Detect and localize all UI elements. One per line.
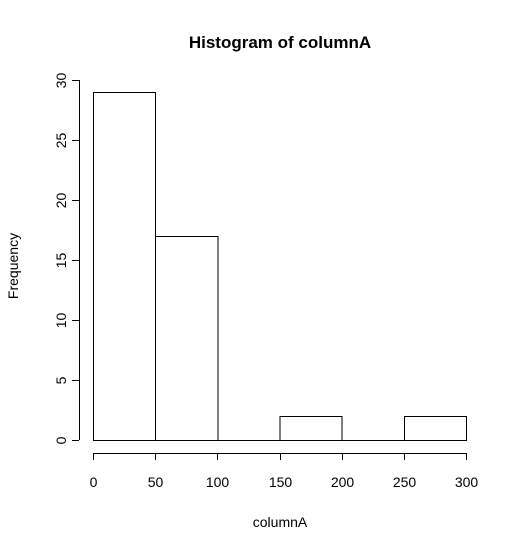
y-axis: 0 5 10 15 20 25 30 <box>53 73 80 444</box>
y-tick-label-4: 20 <box>53 193 69 209</box>
bar-5 <box>403 416 468 441</box>
y-tick-label-2: 10 <box>53 313 69 329</box>
y-tick-label-3: 15 <box>53 253 69 269</box>
bar-1 <box>155 236 219 441</box>
x-axis-label: columnA <box>253 514 308 530</box>
x-tick-label-0: 0 <box>90 474 98 490</box>
x-tick-label-4: 200 <box>331 474 355 490</box>
x-tick-label-6: 300 <box>455 474 479 490</box>
x-tick-label-2: 100 <box>206 474 230 490</box>
bars-group <box>93 92 468 441</box>
y-axis-label: Frequency <box>5 233 21 299</box>
x-tick-label-1: 50 <box>148 474 164 490</box>
bar-3 <box>279 416 343 441</box>
y-tick-label-6: 30 <box>53 73 69 89</box>
x-axis: 0 50 100 150 200 250 300 <box>90 453 479 490</box>
x-tick-label-5: 250 <box>393 474 417 490</box>
bar-0 <box>93 92 157 441</box>
y-tick-label-1: 5 <box>53 376 69 384</box>
y-tick-label-5: 25 <box>53 133 69 149</box>
x-tick-label-3: 150 <box>269 474 293 490</box>
y-tick-label-0: 0 <box>53 436 69 444</box>
chart-title: Histogram of columnA <box>189 33 371 52</box>
